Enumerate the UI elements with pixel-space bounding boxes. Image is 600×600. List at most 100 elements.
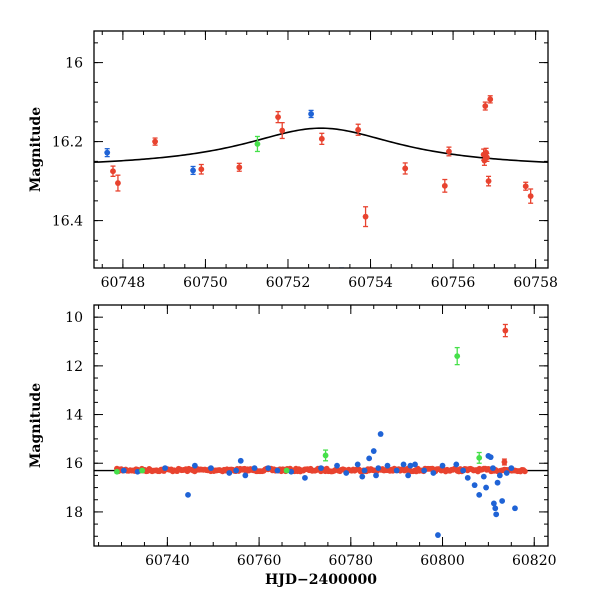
point-marker [522, 183, 529, 190]
point-marker [439, 462, 446, 469]
data-point [480, 473, 487, 480]
point-marker [492, 505, 499, 512]
point-marker [110, 168, 116, 175]
x-tick-label: 60748 [101, 275, 146, 291]
point-marker [355, 126, 362, 133]
point-marker [366, 455, 373, 462]
data-point [512, 505, 518, 512]
data-point [191, 462, 198, 469]
point-marker [405, 472, 412, 479]
data-point [407, 462, 414, 469]
point-marker [354, 461, 361, 468]
point-marker [490, 465, 496, 472]
data-point [439, 462, 446, 469]
point-marker [288, 468, 295, 475]
x-tick-label: 60758 [513, 275, 558, 291]
data-point [274, 467, 281, 474]
data-point [484, 152, 490, 163]
point-marker [454, 353, 461, 360]
data-point [490, 500, 497, 507]
data-point [226, 470, 233, 476]
data-point [441, 178, 448, 193]
data-point [233, 467, 240, 474]
x-axis-title: HJD−2400000 [265, 572, 377, 588]
data-point [185, 491, 191, 498]
data-point [279, 121, 286, 140]
data-point [412, 461, 418, 468]
point-marker [503, 470, 510, 476]
data-point [393, 467, 400, 474]
data-point [139, 467, 146, 474]
axis-ticks [94, 304, 548, 546]
y-tick-label: 16 [65, 56, 83, 72]
data-point [487, 95, 494, 104]
point-marker [265, 465, 272, 472]
x-tick-label: 60800 [420, 553, 465, 569]
point-marker [375, 465, 382, 472]
data-point [499, 498, 506, 504]
data-point [343, 470, 350, 476]
point-marker [198, 166, 205, 173]
data-point [502, 323, 509, 338]
point-marker [499, 498, 506, 504]
point-marker [494, 479, 501, 486]
point-marker [400, 461, 407, 468]
point-marker [226, 470, 233, 476]
point-marker [512, 505, 518, 512]
point-marker [308, 111, 314, 117]
point-marker [139, 467, 146, 474]
data-point [435, 532, 441, 538]
data-point [370, 448, 377, 454]
data-point [527, 188, 534, 204]
data-point [318, 132, 325, 146]
data-point [485, 175, 492, 187]
data-point [318, 465, 324, 472]
y-axis-title: Magnitude [28, 383, 44, 468]
data-point [377, 431, 384, 437]
data-point [359, 473, 366, 480]
data-point [242, 472, 249, 479]
plot-frame [93, 30, 549, 269]
point-marker [237, 457, 244, 464]
data-point [446, 146, 452, 157]
point-marker [236, 164, 243, 171]
point-marker [441, 182, 448, 189]
data-point [302, 474, 308, 481]
point-marker [482, 103, 489, 109]
point-marker [208, 465, 214, 472]
point-marker [251, 465, 258, 472]
point-marker [242, 472, 249, 479]
data-point [339, 267, 345, 268]
data-point [522, 181, 529, 191]
series-blue [104, 109, 345, 268]
y-tick-label: 14 [65, 408, 83, 424]
data-point [464, 474, 471, 481]
point-marker [485, 178, 492, 185]
data-point [483, 484, 489, 491]
point-marker [496, 472, 503, 479]
data-point [453, 461, 460, 468]
data-point [236, 162, 243, 172]
point-marker [502, 327, 509, 334]
point-marker [190, 167, 196, 174]
point-marker [490, 500, 497, 507]
point-marker [275, 114, 281, 121]
data-point [405, 472, 412, 479]
data-point [275, 110, 281, 124]
data-point [362, 206, 369, 228]
data-point [476, 491, 483, 498]
data-point [454, 346, 461, 366]
data-point [494, 479, 501, 486]
point-marker [480, 473, 487, 480]
plot-area [94, 323, 548, 538]
data-point [400, 461, 407, 468]
x-tick-label: 60756 [431, 275, 476, 291]
point-marker [362, 213, 369, 220]
x-tick-label: 60780 [329, 553, 374, 569]
point-marker [370, 448, 377, 454]
data-point [476, 451, 483, 464]
data-point [237, 457, 244, 464]
data-point [354, 461, 361, 468]
point-marker [446, 148, 452, 155]
data-point [508, 465, 515, 472]
